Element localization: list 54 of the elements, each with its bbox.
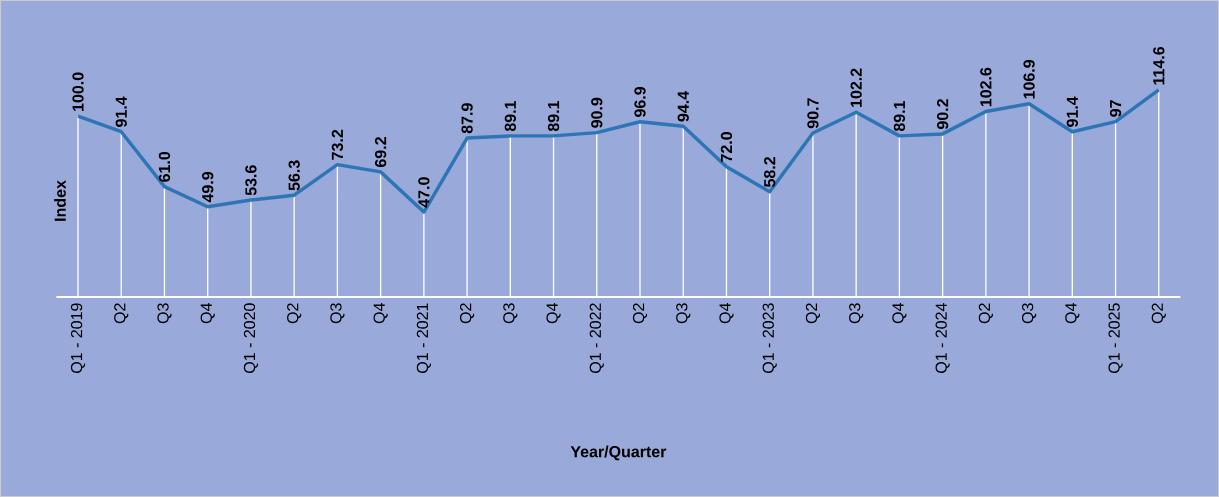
data-label: 56.3 [288,160,300,191]
data-label: 91.4 [115,96,127,127]
data-label: 87.9 [461,103,473,134]
x-tick-label: Q4 [200,303,215,324]
x-tick-label: Q1 - 2020 [243,303,259,374]
data-label: 102.6 [980,67,992,107]
data-label: 90.2 [936,99,949,130]
data-label: 91.4 [1066,96,1078,127]
x-tick-label: Q1 - 2025 [1108,303,1123,374]
data-label: 106.9 [1023,59,1035,99]
data-label: 96.9 [634,86,646,117]
x-tick-label: Q2 [632,303,648,324]
data-label: 72.0 [720,132,733,162]
data-label: 89.1 [504,100,516,132]
x-tick-label: Q3 [330,303,345,324]
x-tick-label: Q1 - 2021 [416,303,431,374]
x-tick-label: Q2 [459,303,475,324]
data-label: 89.1 [893,100,906,132]
x-tick-label: Q2 [1151,303,1166,324]
x-tick-label: Q1 - 2024 [935,303,950,374]
data-label: 89.1 [547,100,560,132]
x-tick-label: Q3 [849,303,864,324]
data-label: 58.2 [764,157,776,187]
data-label: 53.6 [245,165,257,196]
data-label: 100.0 [72,72,84,111]
x-tick-label: Q2 [114,303,129,324]
x-tick-label: Q2 [805,303,821,324]
x-tick-label: Q4 [546,303,561,324]
x-tick-label: Q3 [1021,303,1037,324]
x-tick-label: Q3 [157,303,172,324]
data-label: 49.9 [202,171,214,203]
data-label: 97 [1109,100,1122,117]
x-tick-label: Q4 [719,303,734,324]
data-label: 61.0 [158,151,171,182]
data-label: 69.2 [374,137,387,168]
x-tick-label: Q1 - 2022 [589,303,604,374]
data-label: 90.9 [591,97,603,128]
x-tick-label: Q2 [287,303,302,324]
x-tick-label: Q4 [373,303,388,324]
data-label: 47.0 [418,177,430,208]
x-axis-title: Year/Quarter [570,445,667,461]
x-tick-label: Q1 - 2023 [762,303,777,374]
y-axis-title: Index [54,180,66,221]
data-label: 94.4 [677,90,689,122]
data-label: 102.2 [850,68,862,107]
x-tick-label: Q4 [892,303,907,324]
x-tick-label: Q3 [676,303,691,324]
x-tick-label: Q1 - 2019 [70,303,86,374]
data-label: 73.2 [331,129,344,160]
data-label: 90.7 [807,98,819,129]
x-tick-label: Q3 [503,303,518,324]
data-label: 114.6 [1153,46,1165,85]
x-tick-label: Q2 [978,303,993,324]
x-tick-label: Q4 [1065,303,1080,324]
